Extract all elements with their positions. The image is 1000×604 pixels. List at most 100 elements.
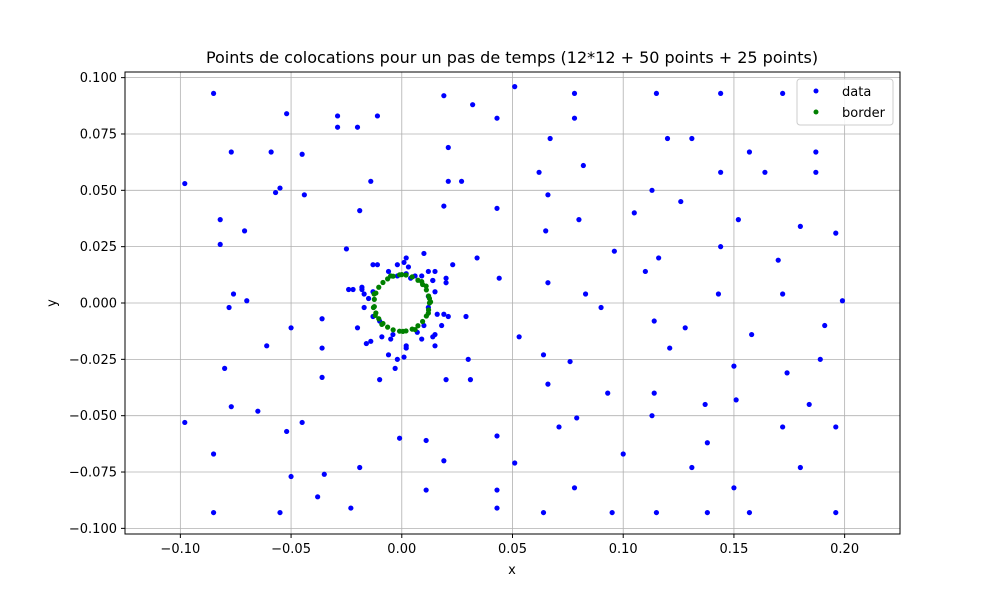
y-axis-ticks: −0.100 −0.075 −0.050 −0.025 0.000 0.025 0.050 0… (69, 71, 125, 537)
data-point (441, 203, 447, 209)
data-point (284, 428, 290, 435)
data-point (746, 509, 753, 516)
data-point (244, 298, 250, 304)
y-axis-label: y (45, 299, 60, 307)
data-point (494, 487, 500, 493)
y-tick-label: −0.100 (69, 522, 117, 537)
data-point (357, 208, 363, 214)
data-point (718, 169, 724, 175)
data-point (598, 304, 604, 311)
data-point (571, 485, 578, 491)
data-point (780, 424, 786, 430)
data-point (182, 419, 188, 426)
data-point (334, 124, 341, 130)
data-point (458, 178, 465, 184)
y-tick-label: −0.025 (69, 353, 117, 368)
data-point (374, 113, 381, 119)
data-point (494, 205, 500, 211)
data-point (642, 268, 648, 275)
data-point (494, 505, 500, 511)
data-point (474, 255, 480, 261)
data-point (609, 509, 615, 516)
data-point (217, 217, 223, 223)
data-point (182, 180, 188, 187)
data-point (536, 169, 542, 175)
data-point (784, 370, 790, 376)
data-point (363, 340, 369, 347)
y-tick-label: 0.075 (80, 127, 117, 142)
y-tick-label: 0.025 (80, 240, 117, 255)
data-point (350, 286, 356, 293)
data-point (228, 149, 234, 155)
data-point (797, 223, 803, 229)
border-point (415, 323, 421, 329)
data-point (421, 322, 427, 329)
data-point (354, 325, 361, 331)
border-point (379, 321, 385, 328)
legend: data border (796, 78, 894, 126)
data-point (775, 257, 781, 263)
legend-marker-data (813, 88, 819, 94)
border-point (371, 291, 377, 297)
legend-marker-border (813, 109, 819, 115)
data-point (423, 487, 429, 493)
data-point (733, 397, 739, 403)
data-point (423, 437, 429, 444)
data-point (403, 255, 409, 261)
data-point (226, 304, 232, 311)
data-point (653, 509, 660, 516)
data-point (443, 275, 449, 281)
data-point (571, 115, 578, 121)
data-point (822, 322, 828, 329)
y-tick-label: 0.100 (80, 71, 117, 86)
data-point (392, 365, 398, 371)
chart-title: Points de colocations pour un pas de tem… (206, 48, 818, 67)
data-point (374, 262, 381, 268)
data-point (394, 356, 400, 362)
data-point (470, 102, 476, 108)
data-point (704, 440, 710, 446)
data-point (299, 151, 305, 157)
data-point (264, 343, 270, 349)
data-point (210, 90, 217, 97)
data-point (746, 149, 753, 155)
data-point (467, 377, 474, 383)
data-point (664, 135, 671, 142)
data-point (653, 90, 660, 97)
data-point (432, 268, 438, 275)
data-point (432, 343, 438, 349)
data-point (496, 275, 502, 281)
data-point (465, 356, 471, 362)
data-point (421, 250, 427, 257)
data-point (288, 325, 294, 331)
y-tick-label: −0.075 (69, 466, 117, 481)
data-point (682, 325, 688, 331)
data-point (780, 291, 786, 297)
data-point (405, 264, 412, 270)
data-point (667, 345, 673, 351)
data-point (346, 286, 352, 293)
border-point (420, 318, 426, 325)
border-point (409, 274, 415, 280)
data-point (401, 354, 407, 360)
data-point (797, 464, 803, 471)
data-point (649, 413, 655, 419)
data-point (445, 144, 451, 151)
data-point (365, 295, 372, 302)
data-point (210, 509, 217, 516)
data-point (806, 401, 812, 408)
data-point (319, 374, 325, 380)
data-point (425, 268, 431, 275)
data-point (268, 149, 274, 155)
x-tick-label: 0.10 (609, 542, 638, 557)
data-point (582, 291, 589, 297)
data-point (284, 111, 290, 117)
x-tick-label: 0.20 (830, 542, 859, 557)
data-point (450, 262, 456, 268)
x-axis-ticks: −0.10 −0.05 0.00 0.05 0.10 0.15 0.20 (160, 534, 859, 557)
data-point (545, 280, 551, 286)
data-point (731, 363, 737, 369)
data-point (445, 178, 451, 184)
data-point (651, 318, 657, 324)
